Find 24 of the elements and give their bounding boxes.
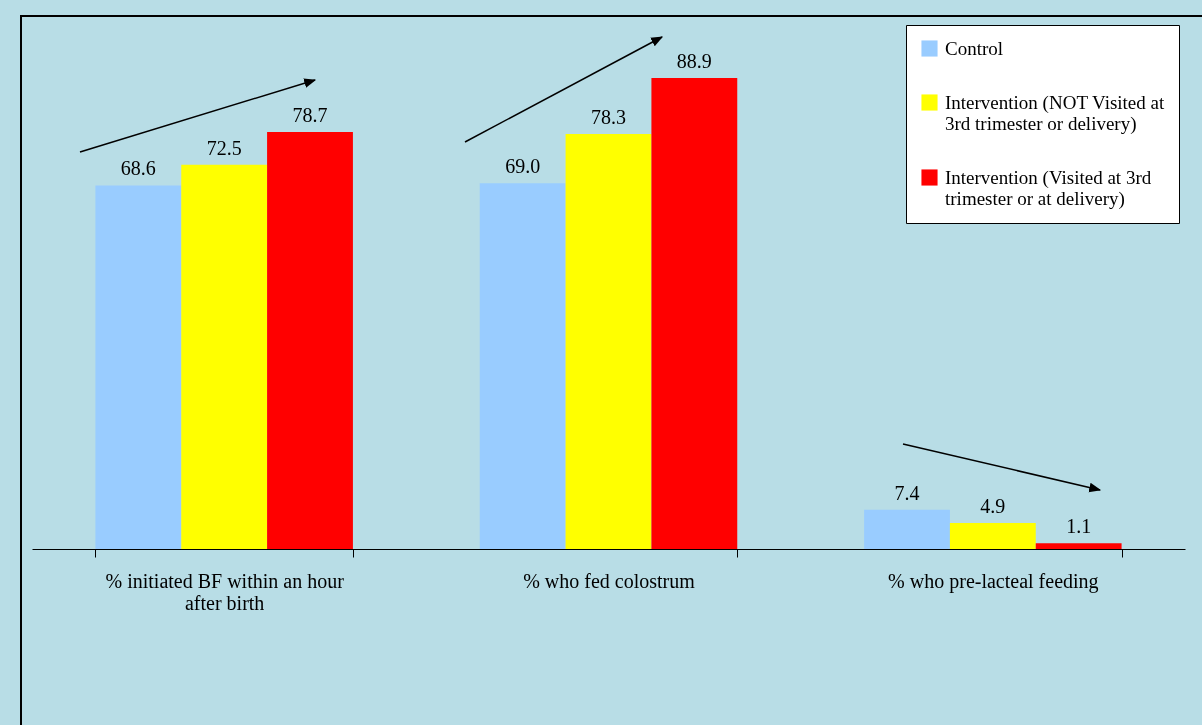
data-label: 78.7 xyxy=(292,103,328,126)
bar xyxy=(479,183,566,549)
legend-label: Intervention (Visited at 3rd trimester or at delivery) xyxy=(945,166,1152,210)
data-label: 68.6 xyxy=(120,157,156,180)
bar xyxy=(565,134,652,549)
data-label: 88.9 xyxy=(676,49,712,72)
data-label: 7.4 xyxy=(894,481,920,504)
x-tick-label: % who fed colostrum xyxy=(523,569,696,592)
data-label: 72.5 xyxy=(206,136,242,159)
bar xyxy=(949,523,1036,549)
x-tick-label: % initiated BF within an hour after birth xyxy=(105,569,345,614)
legend-label: Control xyxy=(945,37,1004,59)
data-label: 69.0 xyxy=(505,155,541,178)
bar xyxy=(651,77,738,549)
bar xyxy=(1035,543,1122,549)
data-label: 4.9 xyxy=(980,495,1006,518)
bar xyxy=(267,131,353,549)
bar xyxy=(181,164,268,549)
data-label: 1.1 xyxy=(1066,515,1092,538)
legend-label: Intervention (NOT Visited at 3rd trimester or delivery) xyxy=(945,91,1165,135)
data-label: 78.3 xyxy=(591,106,626,129)
bar xyxy=(95,185,182,549)
x-tick-label: % who pre-lacteal feeding xyxy=(888,569,1099,593)
bar xyxy=(864,509,950,549)
